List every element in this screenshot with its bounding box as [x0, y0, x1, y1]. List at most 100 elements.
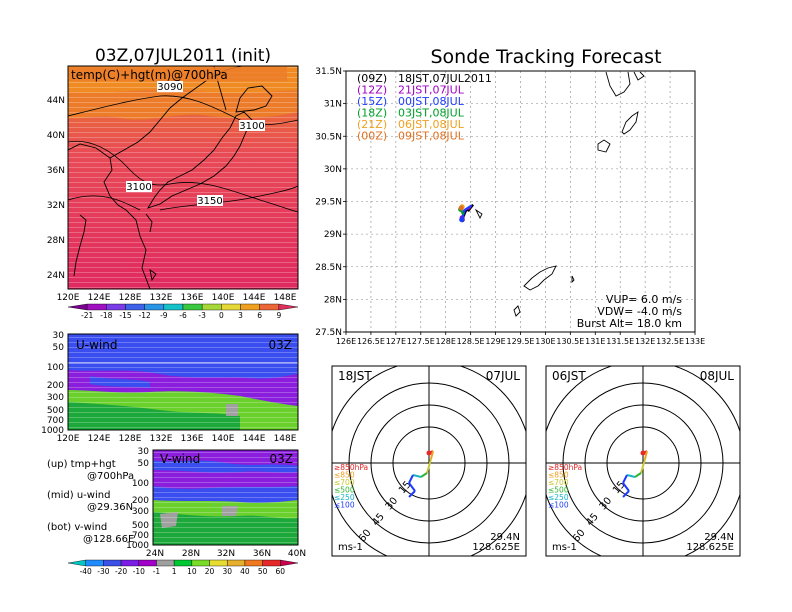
- temp-colorbar-swatch: [201, 303, 222, 311]
- polar-level-label: ≤850: [334, 471, 355, 480]
- temp-map-yaxis: 44N 40N 36N 32N 28N 24N: [47, 96, 65, 281]
- polar-date: 08JUL: [700, 369, 735, 383]
- uwind-panel: U-wind 03Z 30 50 100 200 300 500 700 100…: [41, 331, 299, 444]
- ytick-label: 24N: [47, 271, 65, 281]
- ytick-label: 31N: [324, 100, 342, 110]
- hodograph-segment: [634, 472, 642, 478]
- xtick-label: 148E: [274, 293, 297, 303]
- wind-colorbar-swatch: [280, 559, 299, 567]
- hodograph-segment: [622, 482, 630, 492]
- xtick-label: 124E: [88, 434, 111, 444]
- xtick-label: 126E: [336, 337, 356, 346]
- ytick-label: 28N: [47, 236, 65, 246]
- legend-run-label: (21Z): [357, 118, 387, 131]
- polar-unit: ms-1: [552, 542, 577, 553]
- wind-colorbar-label: -10: [133, 567, 145, 576]
- temp-colorbar-label: -6: [179, 311, 187, 320]
- ytick-label: 100: [132, 479, 149, 489]
- contour-label-1: 3090: [157, 82, 182, 93]
- polar-level-label: ≥850hPa: [548, 463, 582, 472]
- temp-colorbar-swatch: [278, 303, 299, 311]
- wind-colorbar-label: -40: [80, 567, 92, 576]
- main-legend: (09Z) 18JST,07JUL2011 (12Z) 21JST,07JUL (15Z…: [357, 72, 492, 143]
- main-map: 126E 126.5E 127E 127.5E 128E 128.5E 129E 129.5E…: [315, 67, 705, 346]
- temp-colorbar-label: -15: [119, 311, 131, 320]
- ytick-label: 100: [47, 363, 64, 373]
- xtick-label: 133E: [685, 337, 705, 346]
- contour-labels: 3090 3100 3100 3150: [126, 81, 265, 207]
- hodograph-segment: [408, 490, 416, 498]
- xtick-label: 128.5E: [457, 337, 485, 346]
- hodograph-segment: [408, 482, 416, 492]
- temp-colorbar-label: 6: [257, 311, 262, 320]
- ytick-label: 30: [53, 331, 65, 341]
- polar-ring-label: 30: [598, 495, 615, 512]
- legend-run-time: 09JST,08JUL: [398, 130, 465, 143]
- contour-label-2: 3100: [239, 121, 264, 132]
- polar-lon: 128.625E: [686, 542, 734, 553]
- legend-run-label: (12Z): [357, 84, 387, 97]
- legend-run-time: 03JST,08JUL: [398, 107, 465, 120]
- ytick-label: 29N: [324, 230, 342, 240]
- temp-colorbar-swatch: [221, 303, 241, 311]
- hodograph-segment: [622, 490, 630, 498]
- ytick-label: 300: [132, 507, 149, 517]
- temp-colorbar-swatch: [106, 303, 126, 311]
- xtick-label: 127E: [386, 337, 406, 346]
- temp-colorbar-label: 9: [276, 311, 281, 320]
- xtick-label: 32N: [217, 549, 235, 559]
- hodograph-segment: [644, 450, 648, 460]
- wind-colorbar-swatch: [138, 559, 157, 567]
- hodograph-start: [640, 450, 646, 456]
- temp-colorbar-swatch: [86, 303, 107, 311]
- xtick-label: 136E: [181, 434, 204, 444]
- xtick-label: 129.5E: [507, 337, 535, 346]
- xtick-label: 132.5E: [656, 337, 684, 346]
- polar-level-label: ≤250: [334, 493, 355, 502]
- wind-colorbar-label: -20: [115, 567, 127, 576]
- legend-up-2: @700hPa: [87, 471, 134, 482]
- contour-label-3: 3100: [126, 182, 151, 193]
- legend-mid-2: @29.36N: [87, 502, 133, 513]
- temp-colorbar-swatch: [67, 303, 88, 311]
- wind-colorbar-label: -1: [153, 567, 161, 576]
- polar-time: 06JST: [552, 369, 586, 383]
- polar-lon: 128.625E: [472, 542, 520, 553]
- xtick-label: 24N: [146, 549, 164, 559]
- hodograph-segment: [426, 458, 432, 474]
- wind-colorbar-swatch: [85, 559, 104, 567]
- temp-colorbar-swatch: [144, 303, 165, 311]
- legend-mid-1: (mid) u-wind: [47, 490, 110, 501]
- legend-up-1: (up) tmp+hgt: [47, 459, 116, 470]
- track-start-marker: [459, 217, 465, 223]
- polar-level-label: ≤250: [548, 493, 569, 502]
- xtick-label: 124E: [88, 293, 111, 303]
- wind-colorbar-label: 60: [276, 567, 286, 576]
- vwind-panel: V-wind 03Z 30 50 100 200 300 500 700 100…: [126, 447, 306, 559]
- wind-colorbar-label: 40: [240, 567, 250, 576]
- legend-run-time: 21JST,07JUL: [398, 84, 465, 97]
- xtick-label: 140E: [212, 434, 235, 444]
- polar-level-label: ≤700: [334, 478, 355, 487]
- xtick-label: 132E: [635, 337, 655, 346]
- xtick-label: 120E: [57, 293, 80, 303]
- xtick-label: 132E: [150, 293, 173, 303]
- contour-label-4: 3150: [197, 196, 222, 207]
- polar-level-label: ≤700: [548, 478, 569, 487]
- polar-level-label: ≤100: [548, 501, 569, 510]
- legend-run-time: 00JST,08JUL: [398, 95, 465, 108]
- ytick-label: 200: [47, 381, 64, 391]
- polar-level-label: ≥850hPa: [334, 463, 368, 472]
- wind-colorbar: -40 -30 -20 -10 -1 1 10 20 30 40 50 60: [67, 559, 299, 576]
- temp-colorbar-label: -12: [139, 311, 151, 320]
- polar-unit: ms-1: [338, 542, 363, 553]
- polar-time: 18JST: [338, 369, 372, 383]
- xtick-label: 28N: [182, 549, 200, 559]
- legend-bot-2: @128.66E: [83, 534, 134, 545]
- wind-colorbar-swatch: [191, 559, 210, 567]
- ytick-label: 28N: [324, 295, 342, 305]
- ytick-label: 1000: [126, 541, 149, 551]
- temp-map-label: temp(C)+hgt(m)@700hPa: [71, 68, 228, 82]
